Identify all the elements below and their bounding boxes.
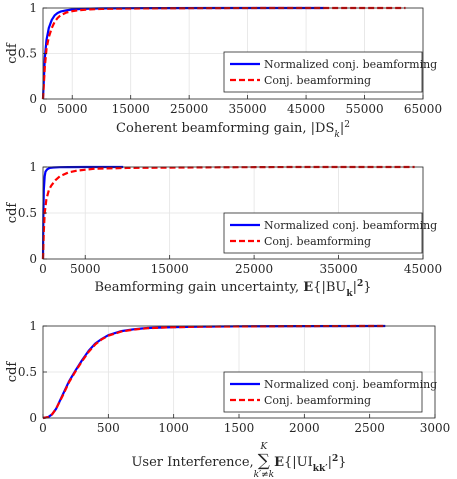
legend: Normalized conj. beamforming Conj. beamfo… xyxy=(223,212,437,254)
x-tick-label: 1500 xyxy=(224,421,255,435)
y-tick-label: 0.5 xyxy=(18,365,37,379)
y-tick-label: 1 xyxy=(29,160,37,174)
x-tick-label: 2500 xyxy=(354,421,385,435)
x-tick-label: 0 xyxy=(39,102,47,116)
legend-label: Conj. beamforming xyxy=(264,394,371,407)
y-tick-label: 0.5 xyxy=(18,47,37,61)
legend: Normalized conj. beamforming Conj. beamfo… xyxy=(223,371,437,413)
x-axis-label-part: 2 xyxy=(332,454,338,464)
legend-label: Conj. beamforming xyxy=(264,235,371,248)
x-tick-label: 35000 xyxy=(229,102,267,116)
chart-panel-3: 0 500 1000 1500 2000 2500 3000 0 0.5 1 cdf User Int… xyxy=(5,319,450,479)
chart-panel-1: 0 5000 15000 25000 35000 45000 55000 65000 0 0.5 1… xyxy=(5,1,442,140)
x-tick-label: 5000 xyxy=(70,262,101,276)
x-axis-label-part: } xyxy=(363,280,371,295)
x-tick-label: 15000 xyxy=(151,262,189,276)
y-axis-label: cdf xyxy=(5,42,20,64)
x-axis-label-part: | xyxy=(328,455,332,470)
x-tick-label: 5000 xyxy=(57,102,88,116)
x-tick-label: 0 xyxy=(39,421,47,435)
x-axis-label-part: {|UI xyxy=(284,455,313,470)
x-tick-label: 35000 xyxy=(319,262,357,276)
x-axis-label: Coherent beamforming gain, |DSk|2 xyxy=(116,120,350,140)
x-axis-label-part: User Interference, xyxy=(131,455,257,470)
x-axis-label-part: 2 xyxy=(357,279,363,289)
y-tick-label: 0 xyxy=(29,92,37,106)
x-axis-label-part: k xyxy=(346,289,353,299)
sum-upper-limit: K xyxy=(260,442,269,452)
x-tick-label: 45000 xyxy=(287,102,325,116)
y-tick-label: 1 xyxy=(29,1,37,15)
y-tick-label: 0.5 xyxy=(18,206,37,220)
x-axis-label-part: k xyxy=(334,130,339,140)
chart-panel-2: 0 5000 15000 25000 35000 45000 0 0.5 1 cdf Beamfor… xyxy=(5,160,442,299)
x-tick-label: 1000 xyxy=(158,421,189,435)
x-axis-label: Beamforming gain uncertainty, E{|BUk|2} xyxy=(94,279,371,299)
legend-box xyxy=(223,371,423,413)
y-tick-label: 0 xyxy=(29,252,37,266)
legend-box xyxy=(223,212,423,254)
series-line-conj xyxy=(42,324,386,420)
x-tick-label: 500 xyxy=(97,421,120,435)
y-axis-label: cdf xyxy=(5,202,20,224)
sum-symbol: ∑ xyxy=(258,451,270,471)
x-axis-label-part: E xyxy=(274,455,284,470)
x-tick-label: 45000 xyxy=(404,262,442,276)
sum-lower-limit: k′≠k xyxy=(254,470,275,479)
x-axis-label-part: kk′ xyxy=(313,464,328,474)
y-tick-label: 0 xyxy=(29,411,37,425)
x-tick-label: 15000 xyxy=(112,102,150,116)
x-tick-label: 65000 xyxy=(404,102,442,116)
series-line-conj xyxy=(41,165,415,260)
x-tick-label: 3000 xyxy=(420,421,451,435)
x-tick-label: 25000 xyxy=(235,262,273,276)
y-tick-label: 1 xyxy=(29,319,37,333)
x-axis-label-part: 2 xyxy=(344,120,350,130)
y-axis-label: cdf xyxy=(5,361,20,383)
x-axis-label-part: | xyxy=(353,280,357,295)
x-axis-label-part: {|BU xyxy=(313,280,346,295)
x-tick-label: 55000 xyxy=(345,102,383,116)
legend-label: Normalized conj. beamforming xyxy=(264,378,437,391)
x-axis-label-part: | xyxy=(340,121,344,136)
legend-box xyxy=(223,51,423,93)
x-axis-label-part: Coherent beamforming gain, |DS xyxy=(116,121,334,136)
x-axis-label-part: Beamforming gain uncertainty, xyxy=(94,280,303,295)
x-axis-label: User Interference, ∑ E{|UIkk′|2} xyxy=(131,451,346,474)
legend-label: Normalized conj. beamforming xyxy=(264,219,437,232)
x-tick-label: 0 xyxy=(39,262,47,276)
x-tick-label: 2000 xyxy=(289,421,320,435)
legend-label: Normalized conj. beamforming xyxy=(264,58,437,71)
x-tick-label: 25000 xyxy=(170,102,208,116)
x-axis-label-part: } xyxy=(338,455,346,470)
x-axis-label-part: E xyxy=(303,280,313,295)
legend-label: Conj. beamforming xyxy=(264,74,371,87)
legend: Normalized conj. beamforming Conj. beamfo… xyxy=(223,51,437,93)
